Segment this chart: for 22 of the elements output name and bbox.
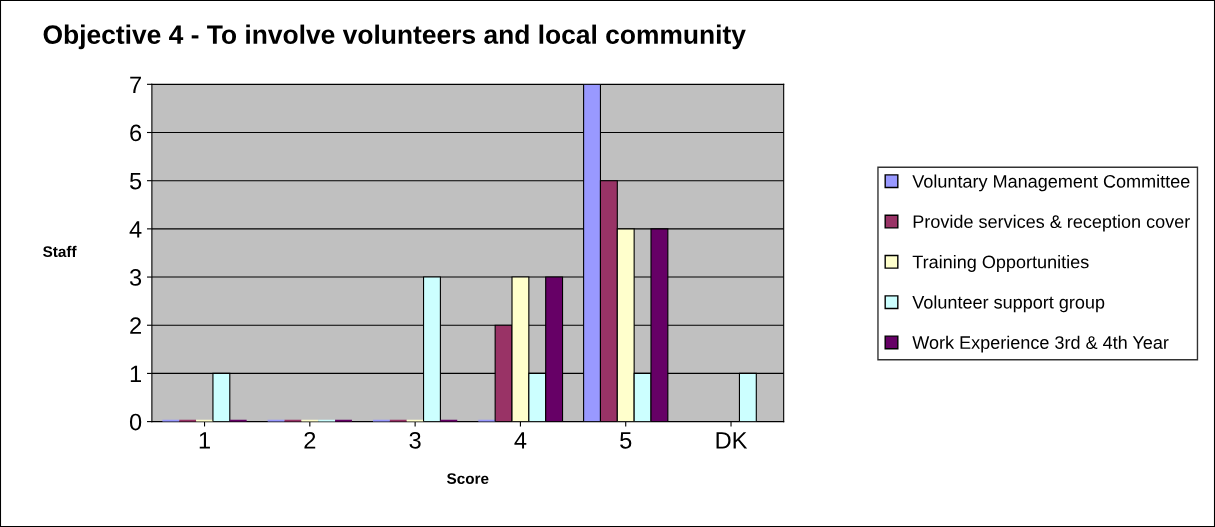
y-tick-label: 3 <box>129 269 142 286</box>
x-tick-label: 5 <box>620 432 632 449</box>
legend-label: Voluntary Management Committee <box>912 174 1190 192</box>
legend-label: Volunteer support group <box>912 295 1105 313</box>
x-axis-title: Score <box>446 473 489 484</box>
y-tick-label: 7 <box>130 76 141 93</box>
y-tick-label: 2 <box>130 317 141 334</box>
x-tick-label: 1 <box>199 432 210 449</box>
x-tick-label: 4 <box>514 432 527 449</box>
x-tick-label: DK <box>716 432 748 449</box>
y-tick-label: 4 <box>129 221 142 238</box>
chart-title: Objective 4 - To involve volunteers and local community <box>43 24 746 50</box>
y-tick-label: 6 <box>130 124 142 142</box>
x-tick-label: 3 <box>409 431 421 449</box>
legend-label: Training Opportunities <box>912 255 1089 272</box>
legend-label: Provide services & reception cover <box>913 214 1190 232</box>
y-axis-title: Staff <box>43 245 77 258</box>
x-tick-label: 2 <box>304 431 316 449</box>
y-tick-label: 0 <box>129 413 142 431</box>
y-tick-label: 1 <box>130 365 141 382</box>
y-tick-label: 5 <box>129 173 142 190</box>
legend-label: Work Experience 3rd & 4th Year <box>912 335 1169 353</box>
